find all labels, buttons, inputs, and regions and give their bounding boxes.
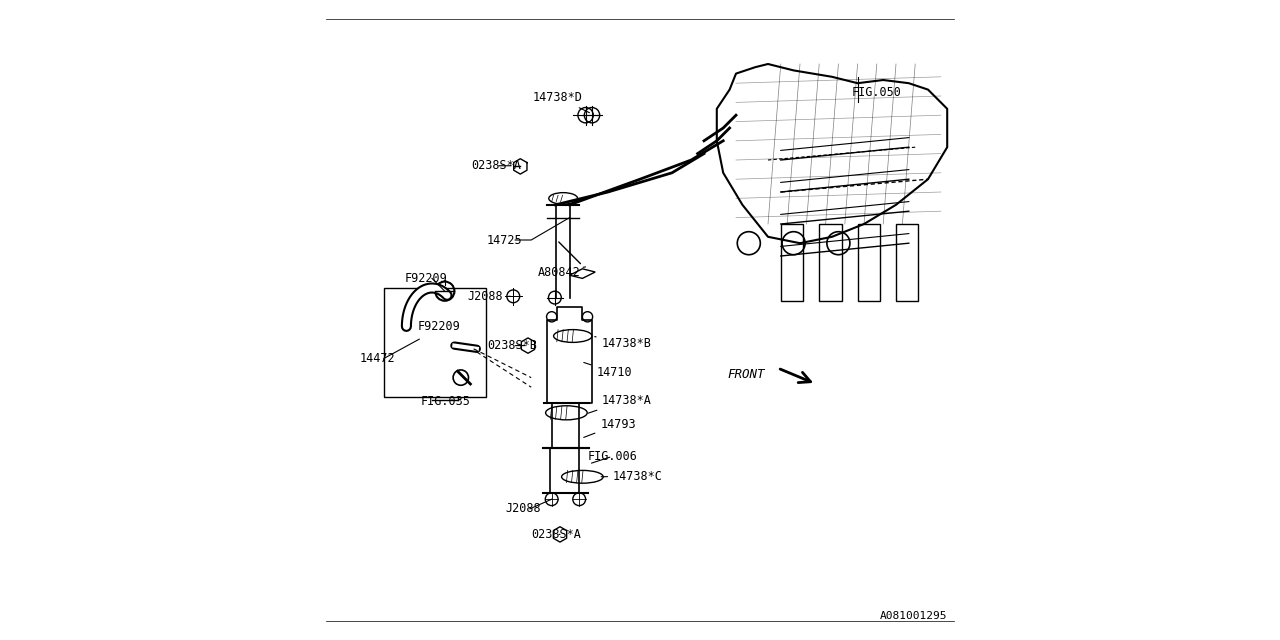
Bar bbox=[896, 224, 919, 301]
Text: 14710: 14710 bbox=[584, 362, 632, 379]
Text: 14738*B: 14738*B bbox=[595, 337, 652, 350]
Bar bbox=[819, 224, 842, 301]
Text: 14738*D: 14738*D bbox=[532, 91, 590, 113]
Bar bbox=[384, 288, 486, 397]
Text: 14472: 14472 bbox=[360, 352, 396, 365]
Text: FIG.035: FIG.035 bbox=[420, 396, 470, 408]
Text: 14738*A: 14738*A bbox=[589, 394, 652, 413]
Text: FIG.006: FIG.006 bbox=[588, 450, 637, 463]
Text: FRONT: FRONT bbox=[727, 368, 765, 381]
Text: J2088: J2088 bbox=[467, 290, 511, 303]
Text: A081001295: A081001295 bbox=[879, 611, 947, 621]
Text: 0238S*A: 0238S*A bbox=[531, 528, 581, 541]
Text: A80842: A80842 bbox=[538, 266, 585, 278]
Bar bbox=[781, 224, 804, 301]
Text: FIG.050: FIG.050 bbox=[851, 86, 901, 99]
Text: J2088: J2088 bbox=[506, 502, 541, 515]
Text: 14725: 14725 bbox=[486, 234, 522, 246]
Text: F92209: F92209 bbox=[417, 320, 460, 333]
Text: 0238S*A: 0238S*A bbox=[471, 159, 521, 172]
Text: 0238S*B: 0238S*B bbox=[488, 339, 538, 352]
Text: F92209: F92209 bbox=[404, 272, 447, 285]
Text: 14738*C: 14738*C bbox=[602, 470, 663, 483]
Bar bbox=[858, 224, 881, 301]
Text: 14793: 14793 bbox=[584, 418, 636, 437]
